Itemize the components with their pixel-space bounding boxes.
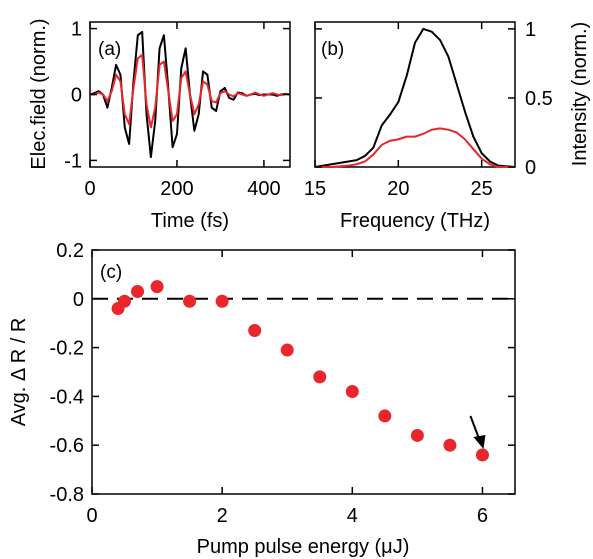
data-point xyxy=(118,294,132,308)
panel-c-x-tick-label: 6 xyxy=(477,505,488,527)
panel-b-x-axis-label: Frequency (THz) xyxy=(340,210,490,232)
panel-a-y-ticks: 1 0 -1 xyxy=(64,19,290,172)
panel-a-label: (a) xyxy=(98,39,121,60)
panel-c-y-tick-label: 0.2 xyxy=(56,240,84,262)
data-point xyxy=(313,370,327,384)
panel-b-y-axis-label: Intensity (norm.) xyxy=(569,22,591,166)
panel-a-x-tick-label: 400 xyxy=(247,178,280,200)
panel-c-x-ticks: 0 2 4 6 xyxy=(86,250,488,527)
panel-b-x-ticks: 15 20 25 xyxy=(304,22,493,200)
panel-b-x-tick-label: 20 xyxy=(387,178,409,200)
data-point xyxy=(131,284,145,298)
data-point xyxy=(248,324,262,338)
arrow-annotation xyxy=(469,415,486,449)
panel-a-y-tick-label: 1 xyxy=(71,19,82,41)
panel-b-series-red-line xyxy=(315,127,515,168)
panel-b-y-ticks: 10.50 xyxy=(315,19,553,179)
panel-b-x-tick-label: 25 xyxy=(471,178,493,200)
panel-a-y-tick-label: -1 xyxy=(64,150,82,172)
panel-a-y-axis-label: Elec.field (norm.) xyxy=(28,18,50,169)
data-point xyxy=(410,428,424,442)
panel-b-y-tick-label: 1 xyxy=(525,19,536,41)
data-point xyxy=(378,409,392,423)
panel-b-series-black-line xyxy=(314,27,516,168)
panel-c-x-tick-label: 0 xyxy=(86,505,97,527)
panel-c-y-ticks: 0.2 0 -0.2 -0.4 -0.6 -0.8 xyxy=(50,240,515,506)
panel-a-x-ticks: 0 200 400 xyxy=(84,22,281,200)
data-point xyxy=(183,294,197,308)
panel-c-x-axis-label: Pump pulse energy (μJ) xyxy=(197,536,410,558)
data-point xyxy=(475,448,489,462)
panel-c-y-tick-label: -0.2 xyxy=(50,338,84,360)
panel-c-y-tick-label: -0.6 xyxy=(50,435,84,457)
panel-b-y-tick-label: 0.5 xyxy=(525,88,553,110)
panel-c-y-tick-label: -0.4 xyxy=(50,386,84,408)
panel-c-x-tick-label: 4 xyxy=(347,505,358,527)
panel-b-y-tick-label: 0 xyxy=(525,157,536,179)
panel-a-x-tick-label: 200 xyxy=(160,178,193,200)
panel-b-x-tick-label: 15 xyxy=(304,178,326,200)
panel-c-label: (c) xyxy=(100,262,122,283)
panel-c-plot xyxy=(92,280,515,462)
panel-c-x-tick-label: 2 xyxy=(217,505,228,527)
panel-b-plot xyxy=(314,27,516,168)
panel-c-y-tick-label: -0.8 xyxy=(50,484,84,506)
panel-c-y-tick-label: 0 xyxy=(73,289,84,311)
panel-a-series-red-line xyxy=(90,53,291,129)
panel-a: (a) 0 200 400 10-1 Time (fs) Elec.field (n… xyxy=(28,18,291,232)
panel-b: (b) 15 20 25 10.50 Frequency (THz) Intensi… xyxy=(304,19,591,232)
panel-c-frame xyxy=(91,249,516,495)
panel-a-x-tick-label: 0 xyxy=(84,178,95,200)
data-point xyxy=(345,385,359,399)
panel-a-y-tick-label: 0 xyxy=(71,85,82,107)
panel-c: (c) 0 2 4 6 0.2 0 -0.2 -0.4 -0.6 -0.8 Pump pulse… xyxy=(8,240,516,558)
panel-b-frame xyxy=(314,21,516,168)
panel-c-y-axis-label: Avg. Δ R / R xyxy=(8,318,30,427)
data-point xyxy=(150,280,164,294)
data-point xyxy=(443,438,457,452)
panel-b-label: (b) xyxy=(321,39,344,60)
data-point xyxy=(280,343,294,357)
panel-a-plot xyxy=(89,30,291,159)
panel-a-x-axis-label: Time (fs) xyxy=(151,210,229,232)
data-point xyxy=(215,294,229,308)
